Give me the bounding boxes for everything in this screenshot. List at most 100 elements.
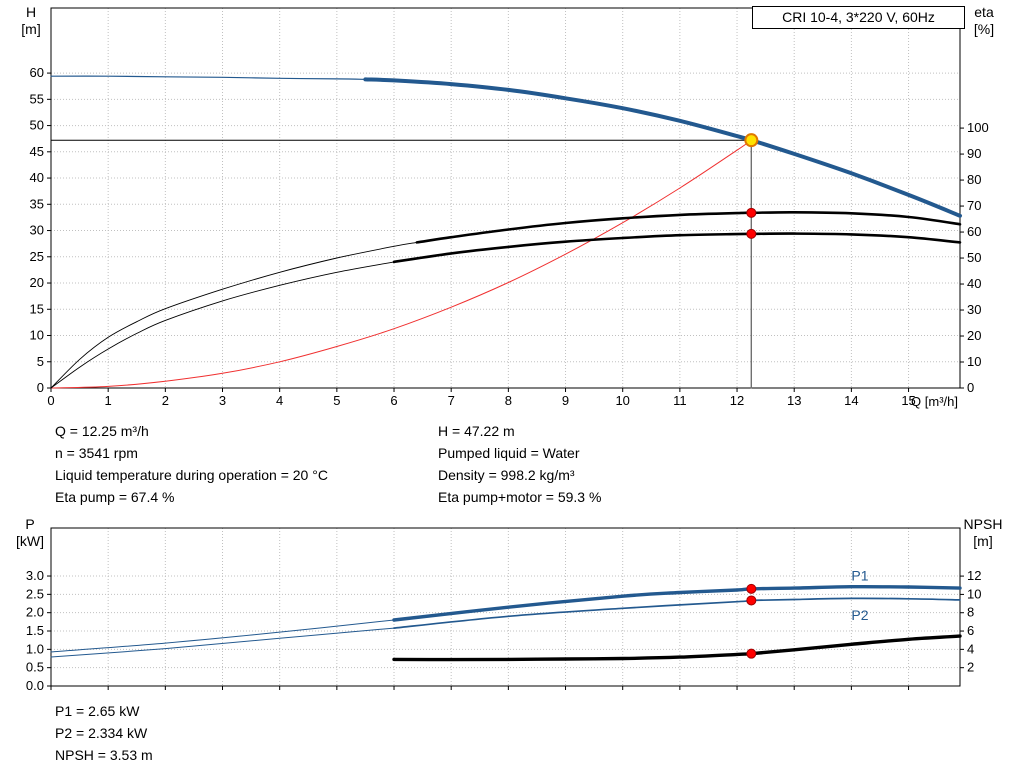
h-axis-unit: [m]	[21, 21, 41, 37]
y-left-tick-label: 40	[30, 170, 44, 185]
x-tick-label: 15	[901, 393, 915, 408]
y-left-tick-label: 15	[30, 301, 44, 316]
npsh-axis-name: NPSH	[963, 516, 1003, 532]
eta-axis-label: eta [%]	[964, 4, 1004, 38]
p-axis-label: P [kW]	[8, 516, 52, 550]
info-eta-pump: Eta pump = 67.4 %	[55, 489, 175, 505]
npsh-axis-unit: [m]	[973, 533, 993, 549]
info-flow: Q = 12.25 m³/h	[55, 423, 149, 439]
y-left-tick-label: 55	[30, 91, 44, 106]
eta-axis-name: eta	[974, 4, 994, 20]
eta-axis-unit: [%]	[973, 21, 995, 37]
x-tick-label: 7	[448, 393, 455, 408]
pump-curve-thick	[363, 77, 962, 218]
system-curve	[50, 139, 752, 389]
info-density: Density = 998.2 kg/m³	[438, 467, 575, 483]
y-right-tick-label: 20	[967, 328, 981, 343]
p-axis-name: P	[25, 516, 35, 532]
p2-curve-thin	[50, 627, 395, 658]
duty-info-right: H = 47.22 m Pumped liquid = Water Densit…	[438, 420, 601, 508]
y-left-tick-label: 3.0	[26, 568, 44, 583]
info-pumped-liquid: Pumped liquid = Water	[438, 445, 580, 461]
h-axis-name: H	[25, 4, 37, 20]
npsh-curve	[392, 634, 962, 662]
x-tick-label: 12	[730, 393, 744, 408]
y-left-tick-label: 2.0	[26, 605, 44, 620]
x-tick-label: 5	[333, 393, 340, 408]
y-right-tick-label: 40	[967, 276, 981, 291]
y-left-tick-label: 35	[30, 196, 44, 211]
y-right-tick-label: 80	[967, 172, 981, 187]
y-right-tick-label: 6	[967, 623, 974, 638]
info-speed: n = 3541 rpm	[55, 445, 138, 461]
p2-curve-thick	[393, 597, 961, 629]
y-right-tick-label: 70	[967, 198, 981, 213]
x-tick-label: 4	[276, 393, 283, 408]
duty-point-marker	[744, 133, 759, 148]
p2-series-label: P2	[851, 607, 868, 623]
info-liquid-temp: Liquid temperature during operation = 20…	[55, 467, 328, 483]
p1-curve-thin	[50, 619, 395, 653]
eta-pump-curve-thick	[415, 210, 962, 244]
eta-pump-motor-point	[746, 228, 757, 239]
eta-pump-point	[746, 207, 757, 218]
p1-point	[746, 583, 757, 594]
y-left-tick-label: 1.5	[26, 623, 44, 638]
npsh-axis-label: NPSH [m]	[958, 516, 1008, 550]
eta-pump-motor-curve-thick	[392, 232, 962, 264]
hq-eta-chart: 0 1 2 3 4 5 6 7 8 9 10 11 12 13 14 15051015202530354045…	[30, 7, 989, 408]
p2-point	[746, 595, 757, 606]
power-info: P1 = 2.65 kW P2 = 2.334 kW NPSH = 3.53 m	[55, 700, 153, 766]
x-tick-label: 2	[162, 393, 169, 408]
y-right-tick-label: 60	[967, 224, 981, 239]
y-right-tick-label: 50	[967, 250, 981, 265]
pump-curve-thin	[50, 75, 366, 80]
y-right-tick-label: 10	[967, 586, 981, 601]
info-p2: P2 = 2.334 kW	[55, 725, 148, 741]
y-left-tick-label: 45	[30, 144, 44, 159]
y-right-tick-label: 10	[967, 354, 981, 369]
y-left-tick-label: 2.5	[26, 586, 44, 601]
npsh-point	[746, 648, 757, 659]
x-tick-label: 11	[673, 393, 687, 408]
info-p1: P1 = 2.65 kW	[55, 703, 140, 719]
y-left-tick-label: 20	[30, 275, 44, 290]
y-left-tick-label: 1.0	[26, 641, 44, 656]
y-right-tick-label: 100	[967, 120, 989, 135]
y-right-tick-label: 30	[967, 302, 981, 317]
eta-pump-motor-curve-thin	[50, 261, 395, 389]
y-left-tick-label: 60	[30, 65, 44, 80]
x-tick-label: 3	[219, 393, 226, 408]
p1-series-label: P1	[851, 567, 868, 583]
y-left-tick-label: 5	[37, 354, 44, 369]
x-tick-label: 6	[390, 393, 397, 408]
y-left-tick-label: 30	[30, 223, 44, 238]
h-axis-label: H [m]	[14, 4, 48, 38]
power-npsh-chart: 0.0 0.5 1.0 1.5 2.0 2.5 3.0 2 4 6 8 10 12 P1 P2	[26, 527, 981, 693]
y-left-tick-label: 0	[37, 380, 44, 395]
y-right-tick-label: 2	[967, 660, 974, 675]
plot-frame	[50, 7, 961, 389]
x-tick-label: 0	[47, 393, 54, 408]
y-right-tick-label: 0	[967, 380, 974, 395]
y-right-tick-label: 8	[967, 605, 974, 620]
x-tick-label: 13	[787, 393, 801, 408]
q-axis-label: Q [m³/h]	[911, 394, 958, 409]
y-left-tick-label: 0.0	[26, 678, 44, 693]
info-head: H = 47.22 m	[438, 423, 515, 439]
x-tick-label: 8	[505, 393, 512, 408]
x-tick-label: 1	[105, 393, 112, 408]
duty-info-left: Q = 12.25 m³/h n = 3541 rpm Liquid tempe…	[55, 420, 328, 508]
p-axis-unit: [kW]	[16, 533, 44, 549]
y-left-tick-label: 10	[30, 328, 44, 343]
p1-curve-thick	[392, 584, 962, 622]
y-right-tick-label: 12	[967, 568, 981, 583]
y-right-tick-label: 4	[967, 641, 974, 656]
x-tick-label: 10	[615, 393, 629, 408]
info-eta-pump-motor: Eta pump+motor = 59.3 %	[438, 489, 602, 505]
x-tick-label: 9	[562, 393, 569, 408]
eta-pump-curve-thin	[50, 241, 418, 389]
y-left-tick-label: 50	[30, 118, 44, 133]
y-left-tick-label: 25	[30, 249, 44, 264]
